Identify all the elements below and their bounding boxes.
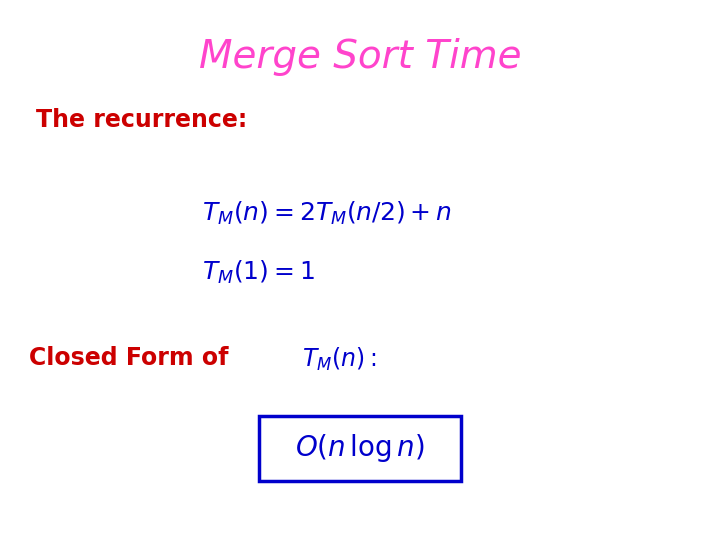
Text: $T_{M}(n):$: $T_{M}(n):$ xyxy=(302,346,377,373)
Text: The recurrence:: The recurrence: xyxy=(36,108,247,132)
Text: $O(n\,\log n)$: $O(n\,\log n)$ xyxy=(295,432,425,464)
Text: $T_{M}(n)=2T_{M}(n/2)+n$: $T_{M}(n)=2T_{M}(n/2)+n$ xyxy=(202,200,451,227)
Text: $T_{M}(1)=1$: $T_{M}(1)=1$ xyxy=(202,259,315,286)
Text: Closed Form of: Closed Form of xyxy=(29,346,237,369)
Text: Merge Sort Time: Merge Sort Time xyxy=(199,38,521,76)
